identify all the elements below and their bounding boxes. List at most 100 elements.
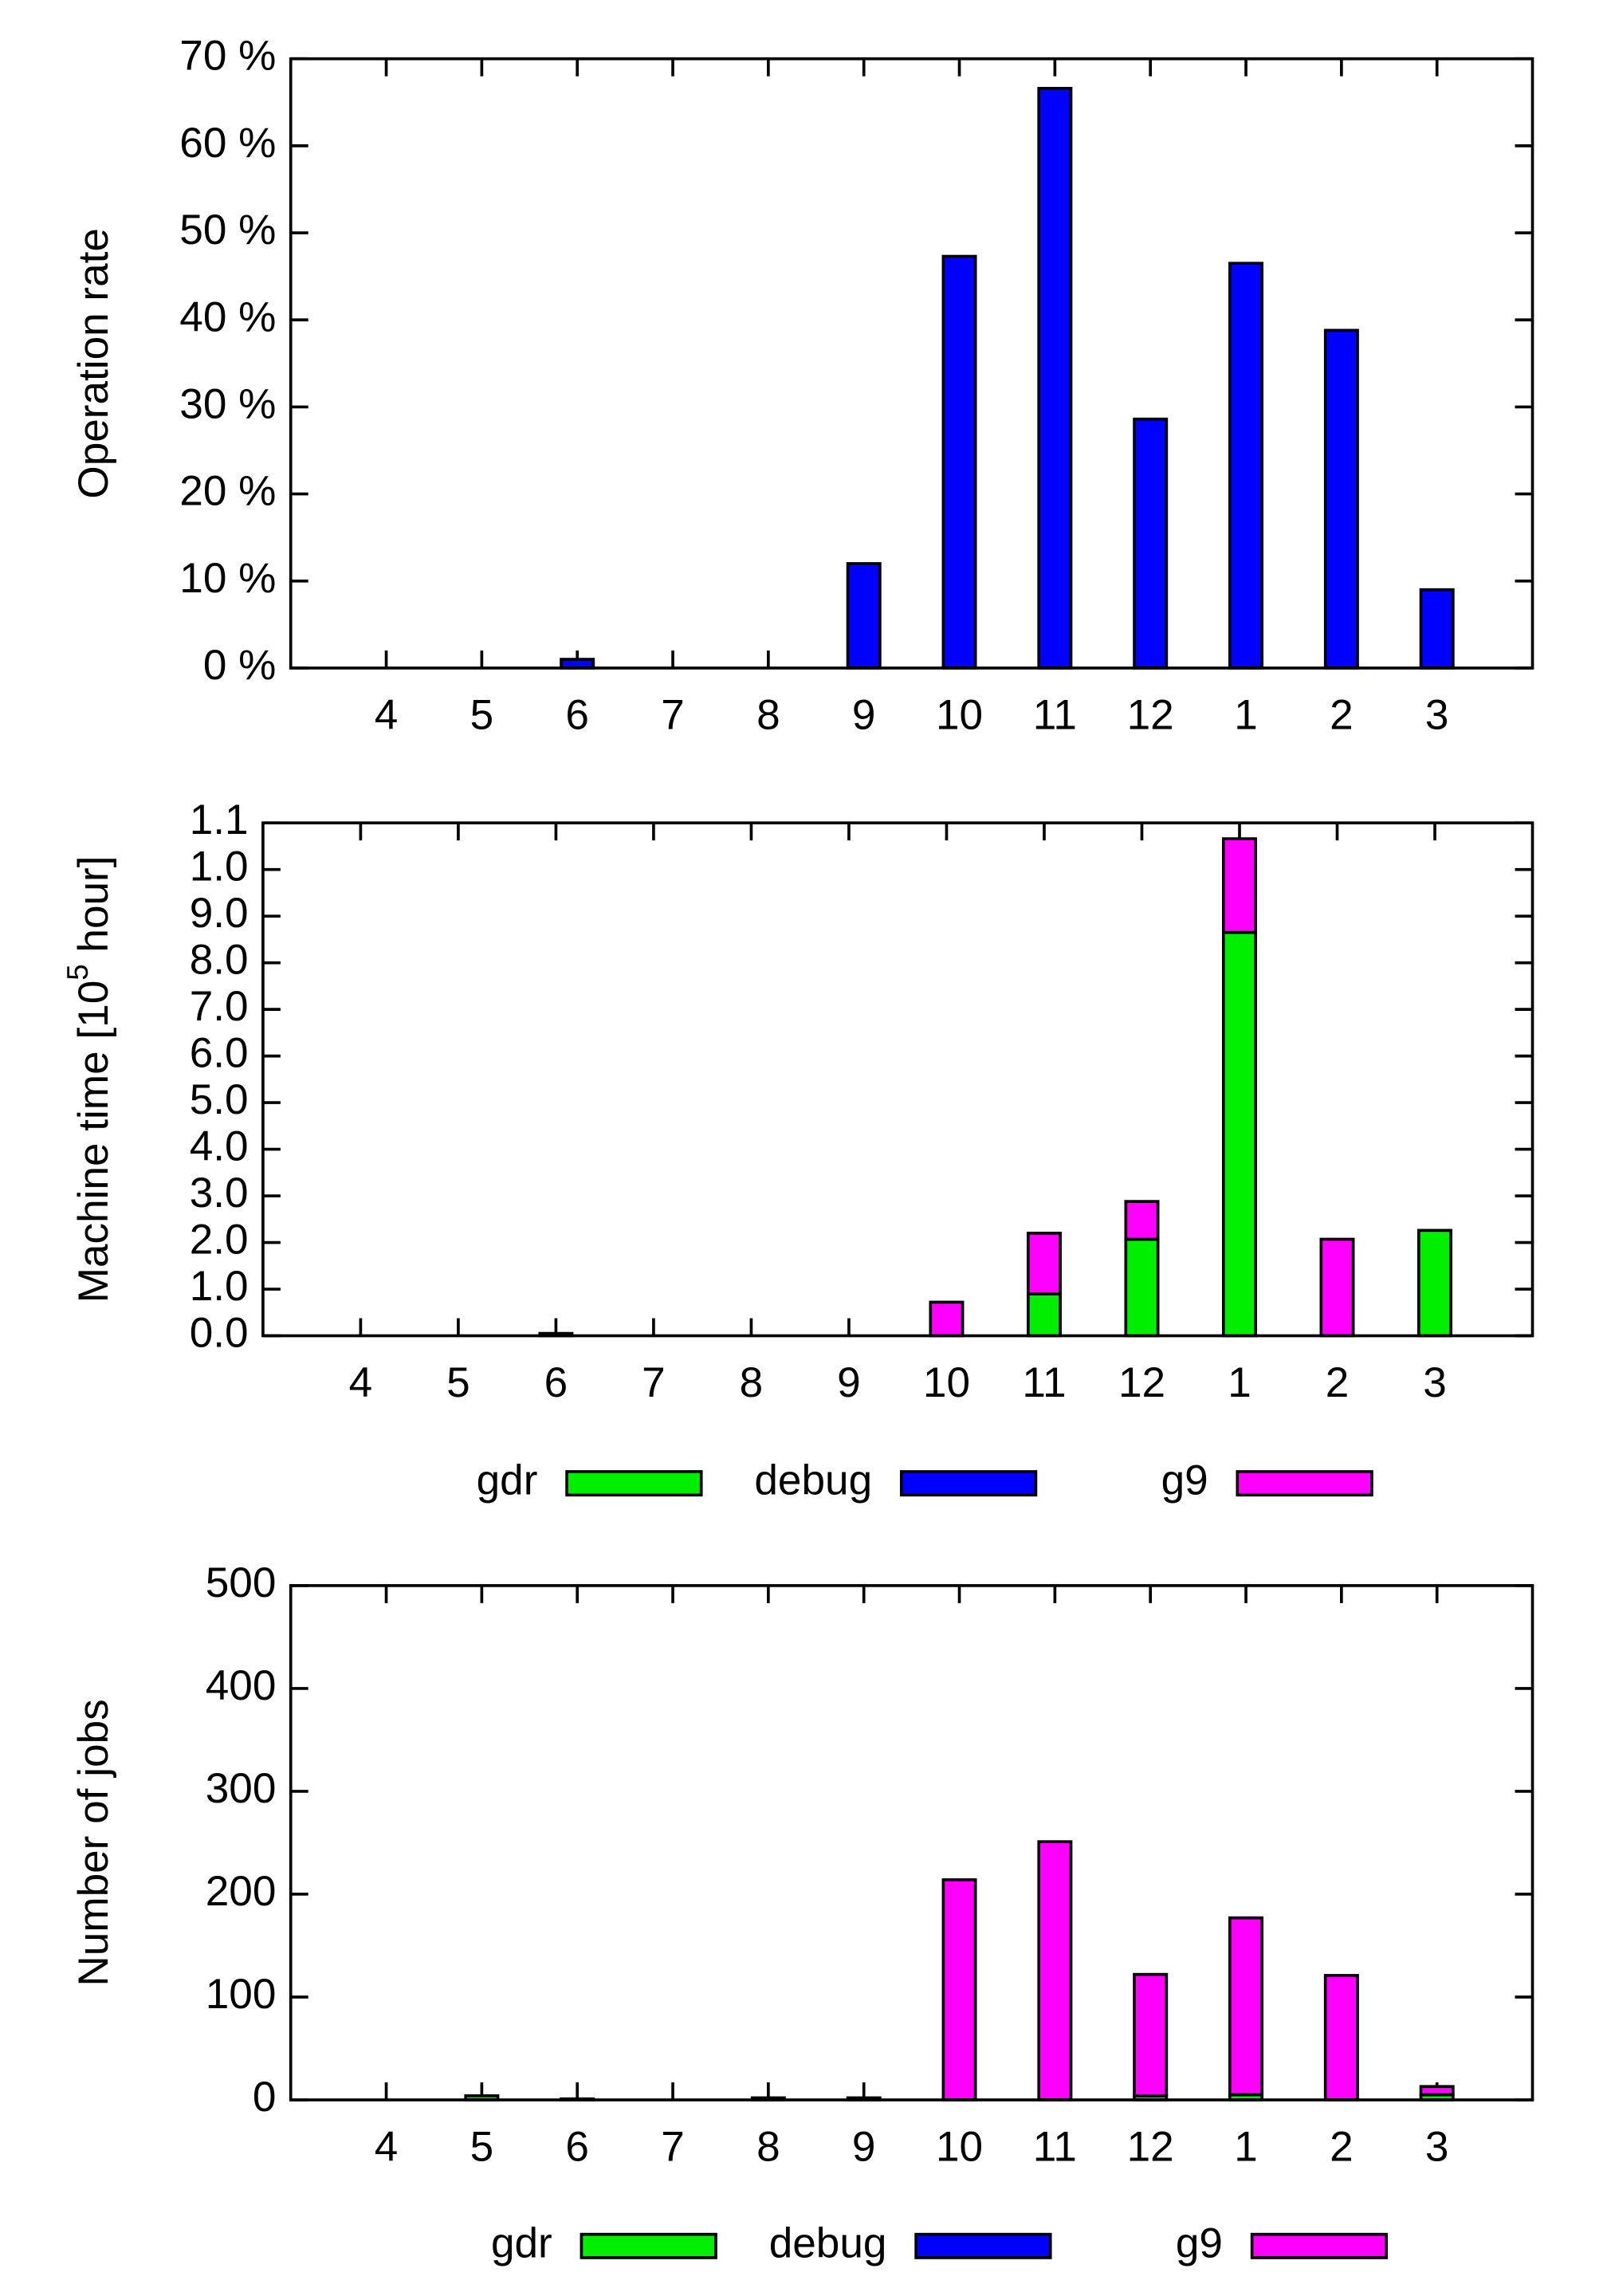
y-tick-label: 0	[253, 2074, 277, 2121]
y-tick-label: 1.0	[190, 1263, 249, 1310]
x-tick-label: 9	[852, 2123, 876, 2170]
x-tick-label: 8	[756, 2123, 780, 2170]
x-tick-label: 10	[936, 691, 983, 738]
y-axis-label-part: Number of jobs	[70, 1699, 117, 1986]
y-tick-label: 7.0	[190, 983, 249, 1030]
x-tick-label: 6	[565, 2123, 589, 2170]
bar	[1323, 328, 1359, 670]
y-tick-label: 20 %	[179, 468, 276, 515]
y-tick-label: 0.0	[190, 1310, 249, 1357]
y-tick-label: 10 %	[179, 555, 276, 602]
bar-segment	[1026, 1232, 1062, 1295]
y-tick-label: 60 %	[179, 120, 276, 167]
x-tick-label: 6	[565, 691, 589, 738]
x-tick-label: 9	[852, 691, 876, 738]
bar-segment	[941, 1878, 977, 2101]
y-axis-label: Number of jobs	[70, 1699, 117, 1986]
y-tick-label: 6.0	[190, 1030, 249, 1077]
x-tick-label: 11	[1033, 691, 1077, 738]
x-tick-label: 3	[1425, 691, 1449, 738]
bar-segment	[1026, 1292, 1062, 1338]
bar-segment	[1323, 1974, 1359, 2101]
y-axis-label: Machine time [105 hour]	[61, 855, 117, 1303]
bar	[1228, 261, 1264, 670]
x-tick-label: 2	[1330, 691, 1354, 738]
y-axis-label-part: 5	[61, 964, 94, 980]
y-tick-label: 400	[206, 1662, 277, 1709]
y-tick-label: 40 %	[179, 293, 276, 340]
legend-label: debug	[769, 2219, 887, 2267]
y-tick-label: 4.0	[190, 1123, 249, 1170]
legend-label: gdr	[491, 2219, 552, 2267]
y-tick-label: 9.0	[190, 890, 249, 937]
bar	[941, 254, 977, 670]
bar-segment	[1037, 1840, 1073, 2101]
y-axis-label-part: Operation rate	[70, 228, 117, 499]
x-tick-label: 2	[1330, 2123, 1354, 2170]
bar-segment	[1222, 930, 1257, 1338]
legend-swatch	[1236, 1470, 1373, 1497]
legend-label: debug	[754, 1457, 872, 1504]
y-tick-label: 1.0	[190, 843, 249, 890]
x-tick-label: 11	[1033, 2123, 1077, 2170]
x-tick-label: 8	[740, 1359, 764, 1406]
bar	[1419, 588, 1455, 670]
y-tick-label: 200	[206, 1868, 277, 1915]
y-axis-label: Operation rate	[70, 228, 117, 499]
legend-swatch	[580, 2232, 717, 2259]
y-axis-label-part: hour]	[70, 855, 117, 964]
y-tick-label: 30 %	[179, 380, 276, 427]
legend-label: gdr	[477, 1457, 538, 1504]
plot-frame	[289, 57, 1534, 670]
x-tick-label: 1	[1228, 1359, 1251, 1406]
bar-segment	[1319, 1237, 1355, 1338]
x-tick-label: 7	[661, 2123, 685, 2170]
legend-swatch	[565, 1470, 703, 1497]
x-tick-label: 10	[923, 1359, 970, 1406]
y-tick-label: 1.1	[190, 796, 249, 843]
bar-segment	[1228, 1916, 1264, 2097]
y-tick-label: 300	[206, 1765, 277, 1812]
x-tick-label: 4	[375, 2123, 399, 2170]
x-tick-label: 7	[642, 1359, 666, 1406]
x-tick-label: 2	[1326, 1359, 1350, 1406]
bar-segment	[1124, 1237, 1160, 1338]
legend-swatch	[1250, 2232, 1389, 2259]
x-tick-label: 6	[544, 1359, 568, 1406]
x-tick-label: 12	[1127, 691, 1174, 738]
legend-label: g9	[1176, 2219, 1223, 2267]
x-tick-label: 5	[470, 2123, 494, 2170]
bar-segment	[929, 1300, 965, 1338]
x-tick-label: 7	[661, 691, 685, 738]
x-tick-label: 5	[446, 1359, 470, 1406]
x-tick-label: 5	[470, 691, 494, 738]
y-tick-label: 5.0	[190, 1076, 249, 1123]
legend-label: g9	[1161, 1457, 1208, 1504]
bar	[1037, 86, 1073, 670]
bar	[846, 562, 882, 670]
x-tick-label: 1	[1234, 2123, 1258, 2170]
y-tick-label: 70 %	[179, 33, 276, 80]
x-tick-label: 3	[1423, 1359, 1447, 1406]
x-tick-label: 3	[1425, 2123, 1449, 2170]
legend-swatch	[899, 1470, 1038, 1497]
bar-segment	[1419, 2085, 1455, 2097]
plot-frame	[289, 1584, 1534, 2101]
bar-segment	[1124, 1200, 1160, 1241]
x-tick-label: 12	[1127, 2123, 1174, 2170]
y-tick-label: 500	[206, 1559, 277, 1606]
y-tick-label: 0 %	[203, 642, 277, 689]
x-tick-label: 4	[375, 691, 399, 738]
bar	[1133, 417, 1169, 670]
y-tick-label: 8.0	[190, 937, 249, 984]
y-tick-label: 50 %	[179, 206, 276, 254]
x-tick-label: 11	[1022, 1359, 1066, 1406]
bar-segment	[1417, 1229, 1453, 1338]
y-tick-label: 3.0	[190, 1170, 249, 1217]
x-tick-label: 9	[837, 1359, 861, 1406]
x-tick-label: 10	[936, 2123, 983, 2170]
x-tick-label: 8	[756, 691, 780, 738]
y-tick-label: 100	[206, 1971, 277, 2018]
